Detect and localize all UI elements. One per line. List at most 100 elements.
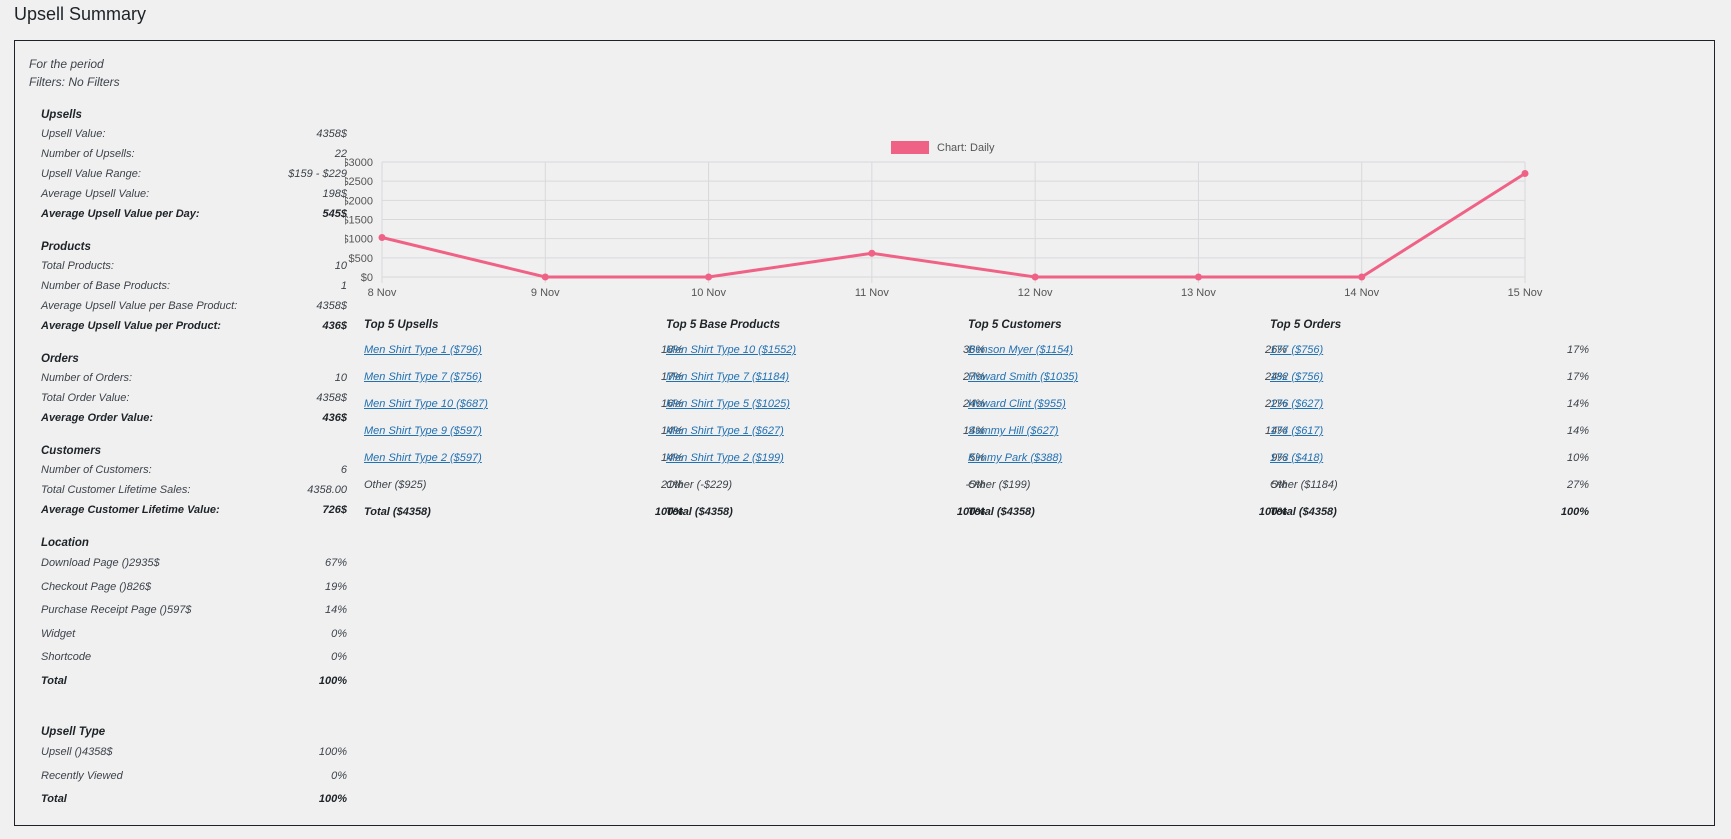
- stat-value: 4358$: [316, 300, 347, 312]
- products-section-row: Average Upsell Value per Product: 436$: [41, 316, 347, 336]
- top-table-link[interactable]: Men Shirt Type 2 ($597): [364, 452, 482, 464]
- stat-label: Average Upsell Value:: [41, 188, 150, 200]
- data-point[interactable]: [1358, 273, 1366, 281]
- top-table: Top 5 Orders 177 ($756) 17% 182 ($756) 17% 17…: [1270, 313, 1589, 526]
- top-table-link[interactable]: 173 ($418): [1270, 452, 1324, 464]
- top-table-row: Men Shirt Type 7 ($1184) 27%: [666, 364, 985, 391]
- top-table-row: 182 ($756) 17%: [1270, 364, 1589, 391]
- top-table-percent: 5%: [969, 452, 985, 464]
- top-table-link[interactable]: Men Shirt Type 7 ($756): [364, 371, 482, 383]
- upsells-section-row: Upsell Value: 4358$: [41, 124, 347, 144]
- top-table-link[interactable]: Men Shirt Type 1 ($627): [666, 425, 784, 437]
- orders-section-heading: Orders: [41, 353, 79, 365]
- top-table-row: Howard Clint ($955) 22%: [968, 391, 1287, 418]
- customers-section-row: Average Customer Lifetime Value: 726$: [41, 500, 347, 520]
- top-table-row: Other ($1184) 27%: [1270, 472, 1589, 499]
- orders-section-row: Total Order Value: 4358$: [41, 388, 347, 408]
- customers-section-heading: Customers: [41, 445, 102, 457]
- top-table-link[interactable]: Men Shirt Type 2 ($199): [666, 452, 784, 464]
- summary-panel: For the period Filters: No Filters Upsel…: [14, 40, 1715, 826]
- stat-value: 0%: [331, 769, 347, 782]
- data-point[interactable]: [378, 234, 386, 242]
- stat-value: 100%: [318, 674, 347, 687]
- y-tick-label: $2000: [345, 195, 373, 207]
- stat-value: 10: [334, 260, 347, 272]
- top-table-percent: 16%: [660, 398, 683, 410]
- top-table-percent: 14%: [660, 452, 683, 464]
- location-section-row: Checkout Page ()826$ 19%: [41, 576, 347, 600]
- period-info: For the period Filters: No Filters: [29, 55, 120, 91]
- top-table-link[interactable]: Howard Smith ($1035): [968, 371, 1079, 383]
- top-table-percent: 100%: [956, 506, 985, 518]
- top-table-link[interactable]: Benson Myer ($1154): [968, 344, 1073, 356]
- stat-value: 67%: [324, 557, 347, 569]
- data-point[interactable]: [1031, 273, 1039, 281]
- top-table-link[interactable]: Howard Clint ($955): [968, 398, 1066, 410]
- stat-label: Average Upsell Value per Base Product:: [41, 300, 238, 312]
- top-table-link[interactable]: 174 ($617): [1270, 425, 1324, 437]
- stat-label: Upsell Value:: [41, 128, 106, 140]
- top-table-link[interactable]: Men Shirt Type 10 ($687): [364, 398, 488, 410]
- top-table-row: Men Shirt Type 9 ($597) 14%: [364, 418, 683, 445]
- top-table-percent: 14%: [1566, 425, 1589, 437]
- y-tick-label: $1500: [345, 215, 373, 227]
- top-table-link[interactable]: Men Shirt Type 10 ($1552): [666, 344, 797, 356]
- data-point[interactable]: [541, 273, 549, 281]
- period-label: For the period: [29, 57, 104, 71]
- data-point[interactable]: [1521, 170, 1529, 177]
- x-tick-label: 14 Nov: [1344, 287, 1379, 299]
- top-table-title: Top 5 Orders: [1270, 319, 1342, 331]
- top-table-row: Men Shirt Type 5 ($1025) 24%: [666, 391, 985, 418]
- data-point[interactable]: [1194, 273, 1202, 281]
- upsells-section-row: Upsell Value Range: $159 - $229: [41, 164, 347, 184]
- y-tick-label: $3000: [345, 157, 373, 169]
- top-table-label: Total ($4358): [968, 506, 1035, 518]
- top-table-percent: 14%: [1566, 398, 1589, 410]
- upsell-type-section-row: Recently Viewed 0%: [41, 765, 347, 789]
- top-table-percent: 17%: [1566, 344, 1589, 356]
- stats-column: Upsells Upsell Value: 4358$ Number of Upsel…: [41, 106, 347, 812]
- series-line: [381, 172, 1526, 279]
- top-table-percent: 24%: [1264, 371, 1287, 383]
- stat-value: 436$: [322, 320, 347, 332]
- stat-label: Average Upsell Value per Product:: [41, 320, 221, 332]
- upsells-section-heading: Upsells: [41, 109, 82, 121]
- data-point[interactable]: [705, 273, 713, 281]
- data-point[interactable]: [868, 249, 876, 257]
- x-tick-label: 9 Nov: [531, 287, 560, 299]
- section-spacer: [41, 428, 347, 442]
- top-table: Top 5 Upsells Men Shirt Type 1 ($796) 18% M…: [364, 313, 683, 526]
- stat-label: Recently Viewed: [41, 769, 123, 782]
- top-table-link[interactable]: Sammy Hill ($627): [968, 425, 1059, 437]
- stat-label: Average Order Value:: [41, 412, 154, 424]
- top-table-row: Men Shirt Type 1 ($796) 18%: [364, 337, 683, 364]
- top-table-row: Men Shirt Type 2 ($199) 5%: [666, 445, 985, 472]
- top-table-link[interactable]: Men Shirt Type 5 ($1025): [666, 398, 790, 410]
- top-table-percent: 18%: [660, 344, 683, 356]
- top-table: Top 5 Base Products Men Shirt Type 10 ($1…: [666, 313, 985, 526]
- section-spacer: [41, 336, 347, 350]
- top-table-row: Other ($199) 5%: [968, 472, 1287, 499]
- stat-label: Number of Customers:: [41, 464, 152, 476]
- top-table-link[interactable]: 176 ($627): [1270, 398, 1324, 410]
- top-table-link[interactable]: Kimmy Park ($388): [968, 452, 1063, 464]
- x-tick-label: 10 Nov: [691, 287, 726, 299]
- page-title: Upsell Summary: [14, 4, 147, 24]
- customers-section-row: Number of Customers: 6: [41, 460, 347, 480]
- stat-value: 0%: [331, 651, 347, 663]
- stat-value: 0%: [331, 627, 347, 640]
- top-table-percent: 24%: [962, 398, 985, 410]
- products-section-row: Number of Base Products: 1: [41, 276, 347, 296]
- top-table-link[interactable]: 182 ($756): [1270, 371, 1324, 383]
- top-table-label: Total ($4358): [1270, 506, 1337, 518]
- top-table-link[interactable]: Men Shirt Type 1 ($796): [364, 344, 482, 356]
- top-table-row: Men Shirt Type 2 ($597) 14%: [364, 445, 683, 472]
- top-table-link[interactable]: Men Shirt Type 9 ($597): [364, 425, 482, 437]
- top-table-row: Sammy Hill ($627) 14%: [968, 418, 1287, 445]
- top-table-link[interactable]: 177 ($756): [1270, 344, 1324, 356]
- top-table-row: Total ($4358) 100%: [364, 499, 683, 526]
- location-section-row: Shortcode 0%: [41, 646, 347, 670]
- top-table-percent: -5%: [965, 479, 985, 491]
- top-table-row: Total ($4358) 100%: [968, 499, 1287, 526]
- top-table-link[interactable]: Men Shirt Type 7 ($1184): [666, 371, 790, 383]
